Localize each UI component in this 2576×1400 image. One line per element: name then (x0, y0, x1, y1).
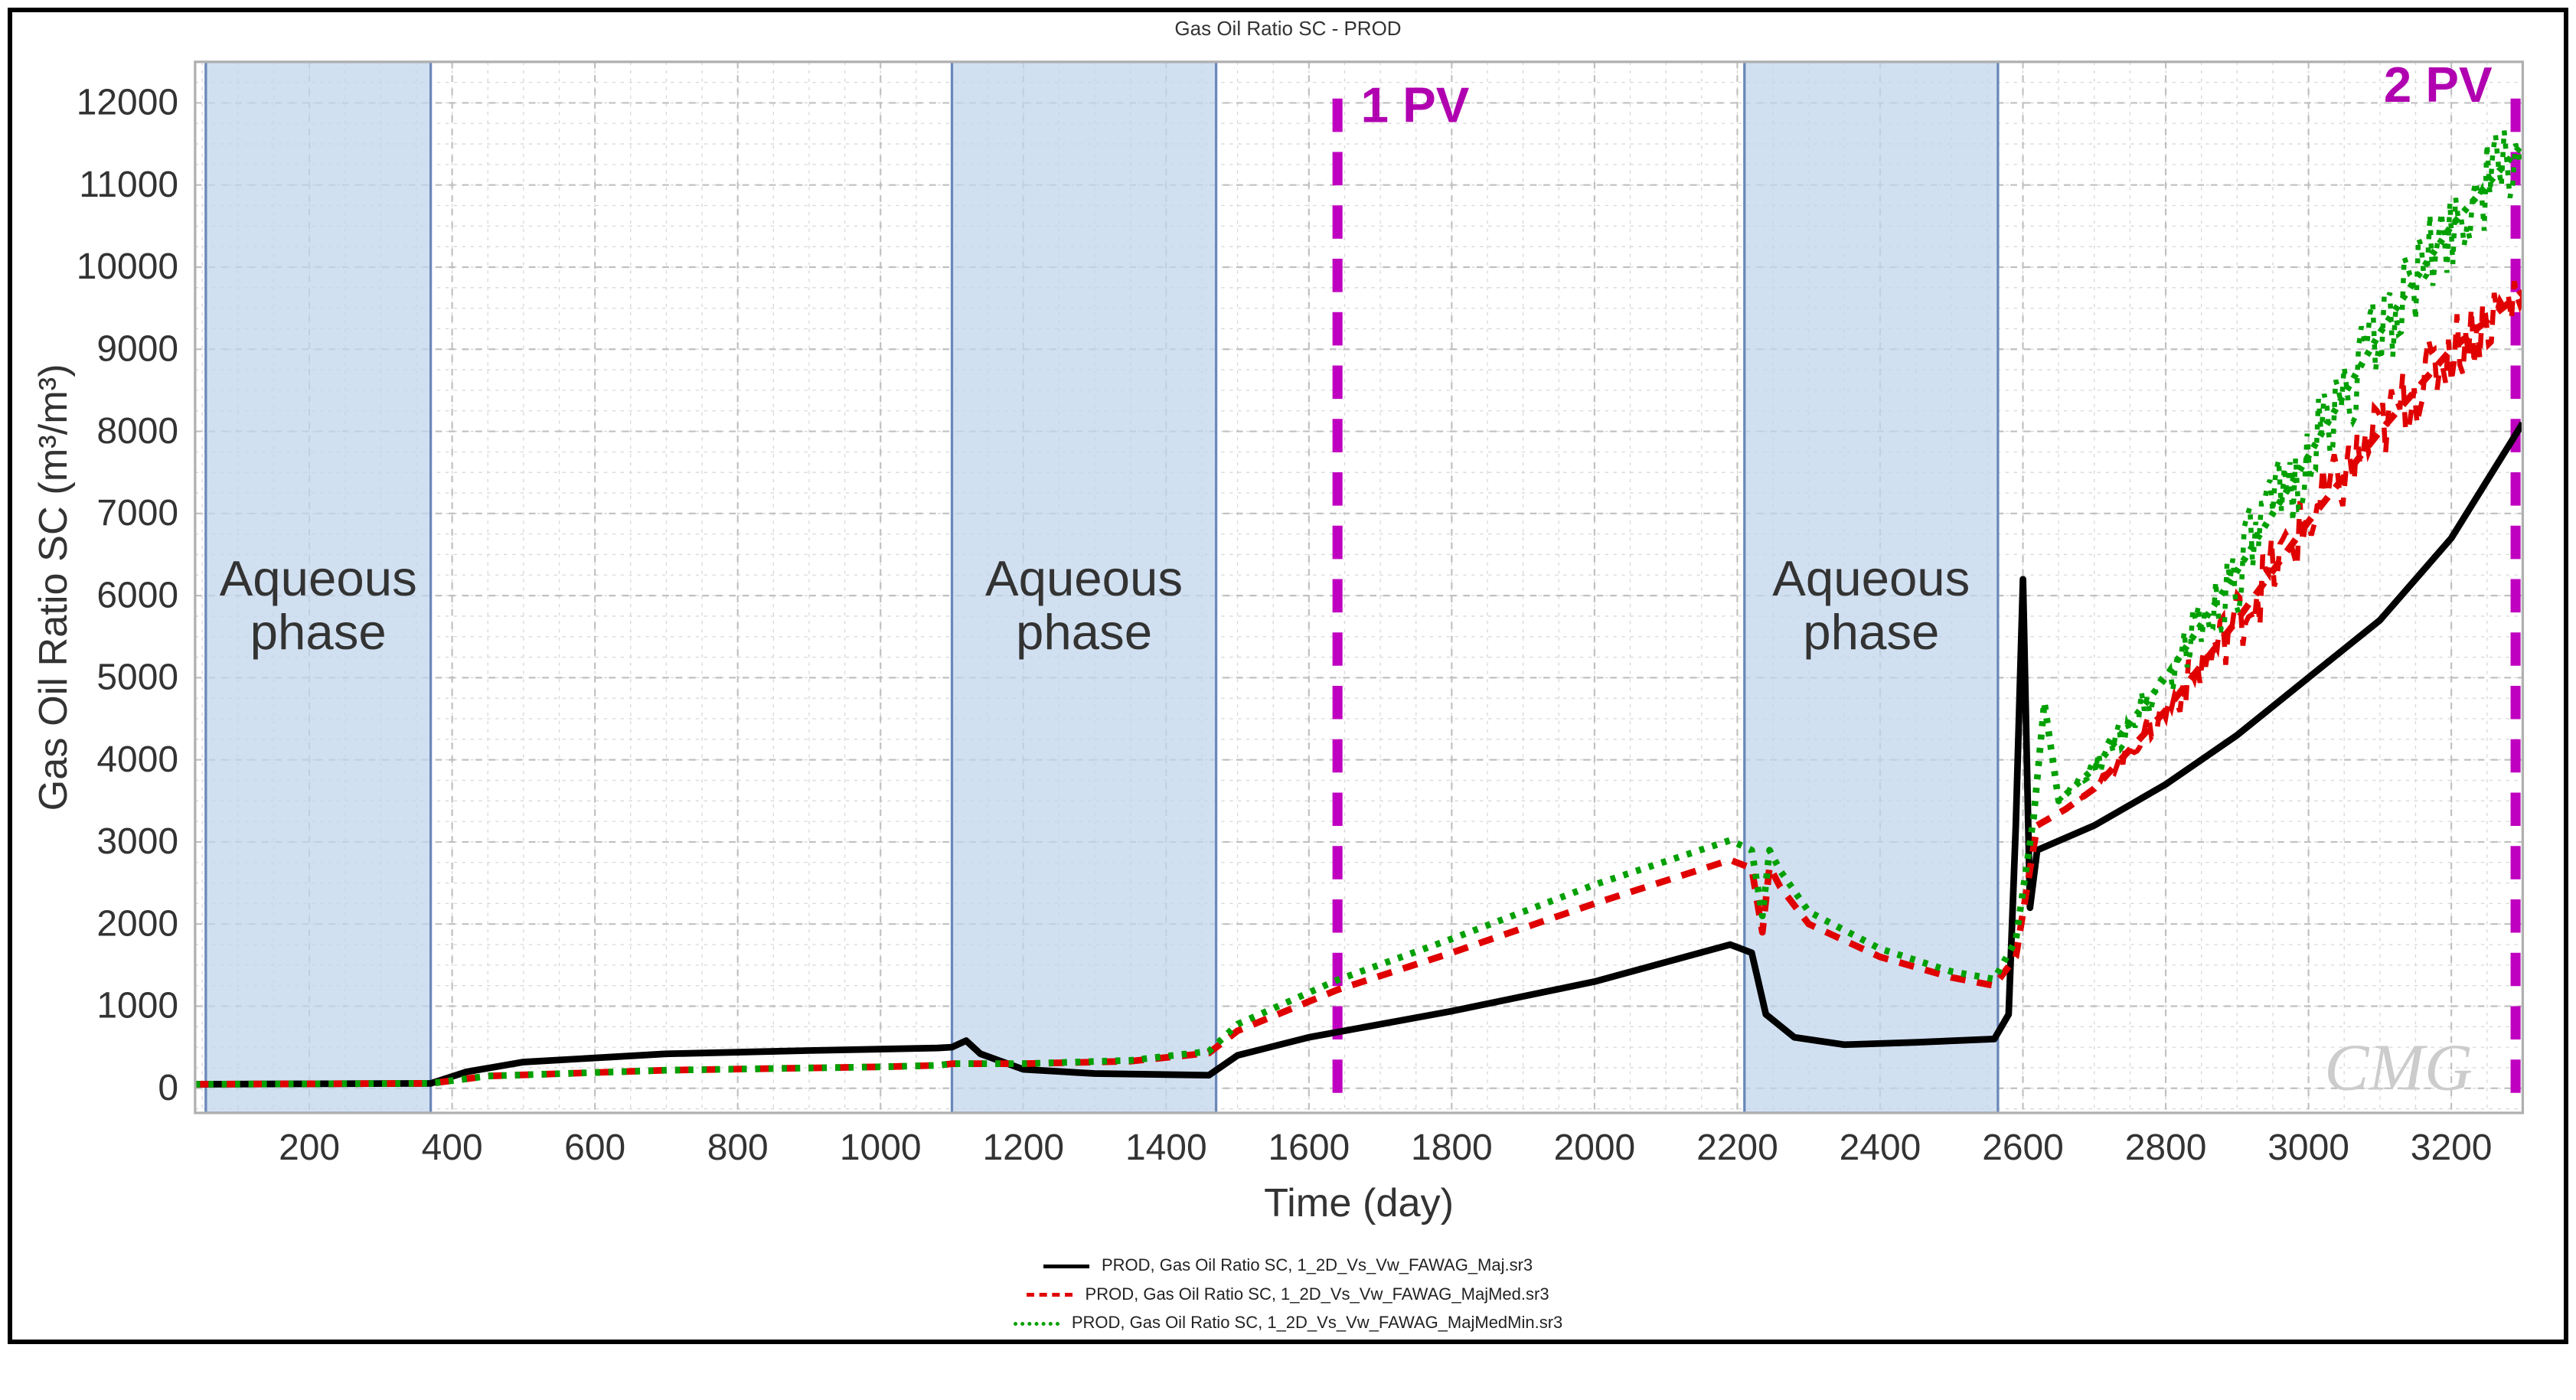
svg-text:400: 400 (422, 1128, 483, 1168)
svg-text:1000: 1000 (840, 1128, 922, 1168)
svg-text:2200: 2200 (1696, 1128, 1778, 1168)
svg-text:1800: 1800 (1411, 1128, 1493, 1168)
legend-label-2: PROD, Gas Oil Ratio SC, 1_2D_Vs_Vw_FAWAG… (1072, 1313, 1562, 1332)
svg-text:6000: 6000 (96, 575, 178, 615)
svg-text:600: 600 (564, 1128, 625, 1168)
svg-text:2000: 2000 (96, 903, 178, 944)
legend-swatch-0 (1043, 1265, 1089, 1268)
svg-text:1600: 1600 (1268, 1128, 1350, 1168)
svg-text:phase: phase (250, 604, 387, 660)
svg-text:3200: 3200 (2411, 1128, 2493, 1168)
svg-text:phase: phase (1016, 604, 1152, 660)
svg-text:8000: 8000 (96, 411, 178, 452)
svg-text:Gas Oil Ratio SC (m³/m³): Gas Oil Ratio SC (m³/m³) (31, 364, 76, 811)
svg-text:7000: 7000 (96, 493, 178, 534)
svg-text:2600: 2600 (1982, 1128, 2064, 1168)
svg-text:1000: 1000 (96, 986, 178, 1026)
svg-text:5000: 5000 (96, 658, 178, 698)
svg-text:800: 800 (707, 1128, 769, 1168)
chart-title: Gas Oil Ratio SC - PROD (20, 17, 2556, 41)
legend-swatch-2 (1014, 1322, 1059, 1326)
svg-text:1400: 1400 (1125, 1128, 1207, 1168)
svg-text:2400: 2400 (1840, 1128, 1921, 1168)
svg-text:10000: 10000 (77, 246, 178, 287)
svg-text:9000: 9000 (96, 329, 178, 370)
svg-text:1 PV: 1 PV (1361, 77, 1470, 132)
svg-text:12000: 12000 (77, 83, 178, 123)
svg-text:phase: phase (1803, 604, 1939, 660)
svg-text:4000: 4000 (96, 739, 178, 780)
svg-text:1200: 1200 (982, 1128, 1064, 1168)
svg-text:200: 200 (279, 1128, 340, 1168)
svg-text:3000: 3000 (2267, 1128, 2349, 1168)
chart-plot: 200 400 600 800 1000 1200 1400 1600 1800 2000 2200… (20, 45, 2556, 1246)
svg-text:2 PV: 2 PV (2384, 57, 2493, 113)
plot-svg: 200 400 600 800 1000 1200 1400 1600 1800 2000 2200… (20, 45, 2556, 1246)
chart-container: Gas Oil Ratio SC - PROD 200 400 600 800 1000… (8, 8, 2568, 1344)
svg-text:3000: 3000 (96, 821, 178, 862)
legend-label-1: PROD, Gas Oil Ratio SC, 1_2D_Vs_Vw_FAWAG… (1086, 1284, 1549, 1304)
svg-text:CMG: CMG (2324, 1030, 2473, 1104)
legend: PROD, Gas Oil Ratio SC, 1_2D_Vs_Vw_FAWAG… (20, 1251, 2556, 1336)
svg-text:Aqueous: Aqueous (1772, 550, 1970, 606)
svg-text:2000: 2000 (1554, 1128, 1636, 1168)
svg-text:Aqueous: Aqueous (985, 550, 1183, 606)
svg-text:2800: 2800 (2125, 1128, 2207, 1168)
legend-label-0: PROD, Gas Oil Ratio SC, 1_2D_Vs_Vw_FAWAG… (1102, 1255, 1533, 1274)
svg-text:Aqueous: Aqueous (220, 550, 417, 606)
svg-text:0: 0 (158, 1068, 178, 1108)
svg-text:11000: 11000 (79, 165, 178, 205)
legend-swatch-1 (1027, 1293, 1073, 1297)
svg-text:Time (day): Time (day) (1264, 1181, 1454, 1225)
